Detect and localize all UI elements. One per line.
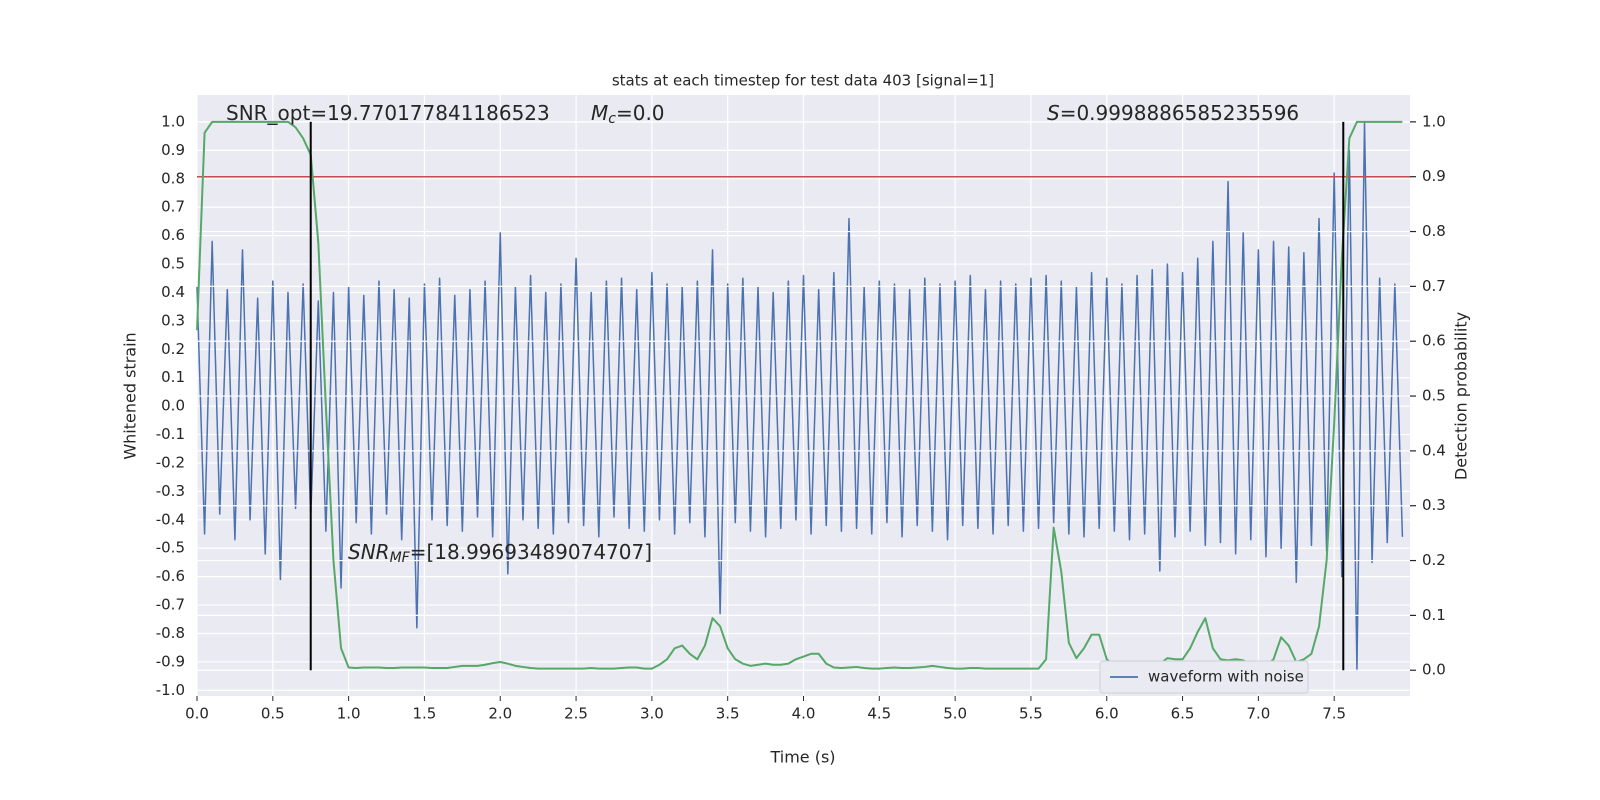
legend-box [1099,660,1309,694]
x-tick-label: 0.5 [261,705,285,723]
y-tick-label: 0.9 [161,141,185,159]
x-tick-label: 7.5 [1322,705,1346,723]
annotation-symbol: M [591,101,608,125]
y-tick-label: -0.6 [156,567,185,585]
y2-axis-label: Detection probability [1452,312,1471,480]
y2-tick-label: 0.5 [1422,387,1446,405]
y2-tick-label: 0.1 [1422,606,1446,624]
y-tick-label: -0.3 [156,482,185,500]
x-tick-label: 7.0 [1246,705,1270,723]
x-tick-label: 6.0 [1095,705,1119,723]
legend-label: waveform with noise [1148,668,1304,686]
annotation-text: =0.0 [616,101,665,125]
waveform-line [196,121,1404,672]
y-tick-label: -0.8 [156,624,185,642]
y-tick-label: 0.4 [161,283,185,301]
y-tick-label: -0.4 [156,510,185,528]
annotation-text: =[18.99693489074707] [410,540,652,564]
y2-tick-label: 0.0 [1422,661,1446,679]
chart-title: stats at each timestep for test data 403… [612,72,994,90]
x-tick-label: 1.0 [337,705,361,723]
y-axis-label: Whitened strain [121,332,140,459]
x-tick-label: 0.0 [185,705,209,723]
y2-tick-label: 0.2 [1422,551,1446,569]
y-tick-label: 0.6 [161,226,185,244]
annotation: S=0.9998886585235596 [1047,101,1299,125]
y2-tick-label: 0.3 [1422,496,1446,514]
y2-tick-label: 0.6 [1422,332,1446,350]
annotation: SNR_opt=19.770177841186523 [226,101,550,125]
x-tick-label: 5.0 [943,705,967,723]
probability-line [196,120,1403,670]
y-tick-label: 0.1 [161,368,185,386]
y-tick-label: -0.9 [156,652,185,670]
annotation: Mc=0.0 [591,101,665,128]
x-axis-label: Time (s) [769,748,835,767]
y-tick-label: 0.0 [161,397,185,415]
y-tick-label: -0.5 [156,539,185,557]
y-tick-label: -0.2 [156,453,185,471]
y2-tick-label: 0.7 [1422,277,1446,295]
y2-tick-label: 0.4 [1422,441,1446,459]
y-tick-label: -1.0 [156,681,185,699]
annotation-subscript: c [608,111,616,127]
x-tick-label: 3.5 [716,705,740,723]
annotation-symbol: SNR [348,540,390,564]
annotation-symbol: S [1047,101,1060,125]
y2-tick-label: 0.8 [1422,222,1446,240]
y-tick-label: -0.1 [156,425,185,443]
annotation-subscript: MF [390,550,411,566]
x-tick-label: 4.5 [867,705,891,723]
x-tick-label: 2.0 [488,705,512,723]
x-tick-label: 1.5 [413,705,437,723]
x-tick-label: 6.5 [1171,705,1195,723]
y2-tick-label: 1.0 [1422,112,1446,130]
x-tick-label: 2.5 [564,705,588,723]
x-tick-label: 3.0 [640,705,664,723]
annotation-text: =0.9998886585235596 [1060,101,1299,125]
y-tick-label: 0.5 [161,255,185,273]
x-tick-label: 4.0 [792,705,816,723]
annotation-text: SNR_opt=19.770177841186523 [226,101,550,125]
y-tick-label: 0.7 [161,198,185,216]
annotation: SNRMF=[18.99693489074707] [348,540,652,567]
y-tick-label: 0.8 [161,169,185,187]
y-tick-label: -0.7 [156,596,185,614]
y2-tick-label: 0.9 [1422,167,1446,185]
y-tick-label: 1.0 [161,112,185,130]
x-tick-label: 5.5 [1019,705,1043,723]
y-tick-label: 0.3 [161,311,185,329]
y-tick-label: 0.2 [161,340,185,358]
